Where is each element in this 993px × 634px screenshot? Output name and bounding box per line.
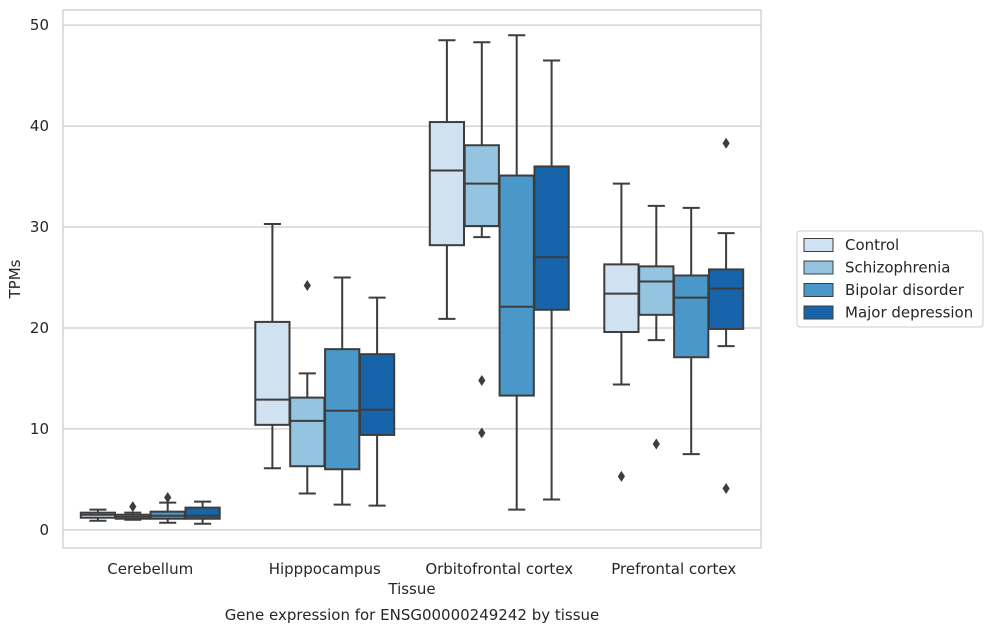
y-tick-label: 0 <box>39 521 49 539</box>
legend: Control Schizophrenia Bipolar disorder Majo… <box>796 230 984 328</box>
outlier-point <box>617 470 625 482</box>
legend-frame <box>796 230 984 328</box>
box <box>184 506 221 520</box>
box <box>324 348 361 471</box>
x-tick-label: Orbitofrontal cortex <box>425 560 573 578</box>
box <box>289 396 326 468</box>
y-tick-label: 40 <box>30 117 49 135</box>
legend-label: Major depression <box>845 304 973 322</box>
box <box>498 174 535 397</box>
box <box>533 165 570 311</box>
x-tick-label: Cerebellum <box>107 560 193 578</box>
outlier-point <box>652 438 660 450</box>
y-tick-label: 30 <box>30 218 49 236</box>
x-tick-label: Hipppocampus <box>269 560 381 578</box>
legend-swatch <box>803 260 834 275</box>
x-axis-label: Tissue <box>387 580 435 598</box>
box <box>428 121 466 247</box>
outlier-point <box>478 374 486 386</box>
outlier-point <box>164 492 172 504</box>
legend-swatch <box>803 305 834 320</box>
x-tick-label: Prefrontal cortex <box>611 560 736 578</box>
box-series <box>79 34 745 525</box>
legend-label: Control <box>845 236 899 254</box>
y-tick-label: 50 <box>30 16 49 34</box>
outlier-point <box>478 427 486 439</box>
box <box>673 274 710 359</box>
gridlines <box>63 24 761 531</box>
outlier-point <box>722 137 730 149</box>
box <box>638 265 675 316</box>
box <box>463 144 500 228</box>
plot-frame <box>62 9 762 549</box>
legend-label: Schizophrenia <box>845 259 950 277</box>
outlier-point <box>303 280 311 292</box>
outlier-point <box>722 482 730 494</box>
box <box>254 320 291 426</box>
outlier-point <box>129 501 137 513</box>
x-axis-ticks: Cerebellum Hipppocampus Orbitofrontal cort… <box>107 560 736 578</box>
y-tick-label: 10 <box>30 420 49 438</box>
chart-caption: Gene expression for ENSG00000249242 by t… <box>224 606 600 624</box>
legend-swatch <box>803 283 834 297</box>
y-axis-label: TPMs <box>6 259 24 299</box>
legend-label: Bipolar disorder <box>845 281 965 299</box>
box <box>358 353 396 436</box>
legend-swatch <box>803 238 834 252</box>
box <box>707 268 745 330</box>
y-tick-label: 20 <box>30 319 49 337</box>
box <box>603 263 640 333</box>
y-axis-ticks: 0 10 20 30 40 50 <box>30 16 49 539</box>
